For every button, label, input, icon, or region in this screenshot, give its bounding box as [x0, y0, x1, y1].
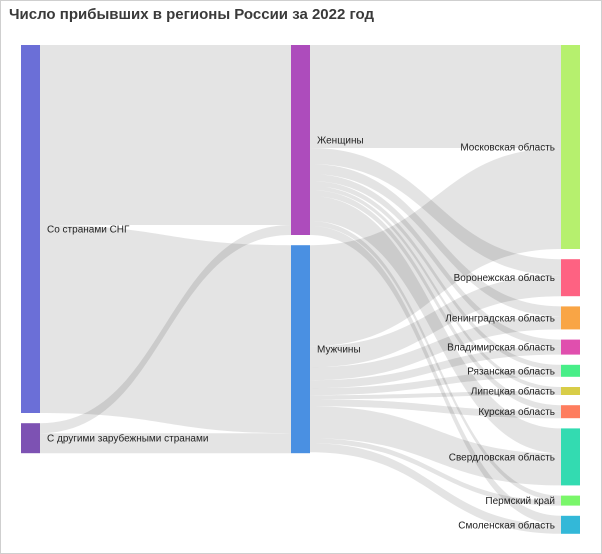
link-women-to-len[interactable]: [310, 164, 561, 317]
node-len[interactable]: [561, 306, 580, 330]
link-men-to-lip[interactable]: [310, 391, 561, 400]
node-label-lip: Липецкая область: [471, 386, 555, 398]
node-vrn[interactable]: [561, 259, 580, 297]
link-men-to-krs[interactable]: [310, 399, 561, 419]
node-prm[interactable]: [561, 495, 580, 506]
node-label-len: Ленинградская область: [445, 312, 555, 324]
link-men-to-sml[interactable]: [310, 443, 561, 534]
node-label-other: С другими зарубежными странами: [47, 433, 208, 445]
link-men-to-prm[interactable]: [310, 438, 561, 506]
link-women-to-lip[interactable]: [310, 186, 561, 391]
node-label-women: Женщины: [317, 136, 364, 147]
link-men-to-vrn[interactable]: [310, 275, 561, 368]
node-other[interactable]: [21, 423, 40, 454]
node-label-prm: Пермский край: [485, 496, 555, 507]
link-women-to-vla[interactable]: [310, 174, 561, 347]
link-cis-to-women[interactable]: [40, 45, 291, 225]
node-cis[interactable]: [21, 45, 40, 413]
node-label-svd: Свердловская область: [449, 451, 555, 463]
node-men[interactable]: [291, 245, 310, 454]
link-women-to-msk[interactable]: [310, 45, 561, 148]
link-other-to-men[interactable]: [40, 433, 291, 454]
node-label-ryz: Рязанская область: [467, 365, 555, 377]
link-men-to-len[interactable]: [310, 316, 561, 381]
link-other-to-women[interactable]: [40, 225, 291, 434]
node-label-cis: Со странами СНГ: [47, 225, 130, 236]
link-men-to-msk[interactable]: [310, 148, 561, 347]
node-label-sml: Смоленская область: [458, 519, 555, 531]
node-lip[interactable]: [561, 387, 580, 395]
link-women-to-ryz[interactable]: [310, 181, 561, 370]
node-svd[interactable]: [561, 428, 580, 486]
link-men-to-vla[interactable]: [310, 346, 561, 389]
node-label-vrn: Воронежская область: [454, 272, 555, 284]
node-label-msk: Московская область: [460, 142, 555, 154]
node-label-krs: Курская область: [478, 406, 555, 418]
node-women[interactable]: [291, 45, 310, 235]
node-ryz[interactable]: [561, 364, 580, 377]
node-label-vla: Владимирская область: [447, 342, 555, 354]
link-women-to-sml[interactable]: [310, 226, 561, 525]
node-msk[interactable]: [561, 45, 580, 249]
link-women-to-svd[interactable]: [310, 196, 561, 454]
node-krs[interactable]: [561, 405, 580, 419]
node-label-men: Мужчины: [317, 345, 361, 356]
link-women-to-prm[interactable]: [310, 221, 561, 501]
chart-title: Число прибывших в регионы России за 2022…: [9, 6, 375, 23]
link-women-to-krs[interactable]: [310, 190, 561, 412]
node-vla[interactable]: [561, 339, 580, 355]
link-men-to-ryz[interactable]: [310, 369, 561, 396]
link-cis-to-men[interactable]: [40, 225, 291, 434]
node-sml[interactable]: [561, 515, 580, 534]
link-women-to-vrn[interactable]: [310, 148, 561, 276]
link-men-to-svd[interactable]: [310, 406, 561, 486]
